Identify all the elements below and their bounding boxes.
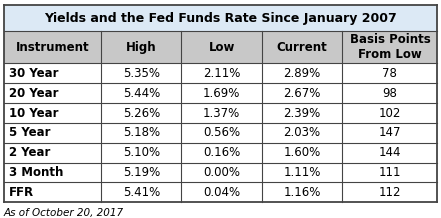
Bar	[262, 63, 342, 83]
Text: 3 Month: 3 Month	[9, 166, 63, 179]
Text: 2.67%: 2.67%	[284, 87, 321, 100]
Bar	[101, 83, 182, 103]
Text: 5.19%: 5.19%	[123, 166, 160, 179]
Bar	[101, 182, 182, 202]
Bar	[182, 163, 262, 182]
Bar	[4, 63, 101, 83]
Text: 147: 147	[379, 126, 401, 139]
Bar	[342, 143, 437, 163]
Text: 102: 102	[379, 107, 401, 119]
Bar	[101, 63, 182, 83]
Text: 1.37%: 1.37%	[203, 107, 240, 119]
Bar	[182, 123, 262, 143]
Bar	[4, 143, 101, 163]
Text: 2.11%: 2.11%	[203, 67, 240, 80]
Bar	[101, 123, 182, 143]
Text: 5.44%: 5.44%	[123, 87, 160, 100]
Text: 5.18%: 5.18%	[123, 126, 160, 139]
Text: 0.16%: 0.16%	[203, 146, 240, 159]
Bar	[4, 5, 437, 31]
Text: Current: Current	[277, 41, 328, 54]
Text: 10 Year: 10 Year	[9, 107, 58, 119]
Bar	[262, 103, 342, 123]
Text: 112: 112	[379, 186, 401, 199]
Bar	[262, 123, 342, 143]
Bar	[101, 31, 182, 63]
Bar	[262, 143, 342, 163]
Text: 0.56%: 0.56%	[203, 126, 240, 139]
Bar	[262, 83, 342, 103]
Bar	[182, 103, 262, 123]
Text: 30 Year: 30 Year	[9, 67, 58, 80]
Bar	[101, 103, 182, 123]
Text: 5.26%: 5.26%	[123, 107, 160, 119]
Text: 1.69%: 1.69%	[203, 87, 240, 100]
Bar	[182, 31, 262, 63]
Bar	[342, 182, 437, 202]
Text: 20 Year: 20 Year	[9, 87, 58, 100]
Text: 1.11%: 1.11%	[284, 166, 321, 179]
Bar	[342, 31, 437, 63]
Bar	[182, 182, 262, 202]
Text: 5.35%: 5.35%	[123, 67, 160, 80]
Bar	[182, 63, 262, 83]
Text: 5 Year: 5 Year	[9, 126, 50, 139]
Text: 78: 78	[382, 67, 397, 80]
Bar	[4, 182, 101, 202]
Text: 2 Year: 2 Year	[9, 146, 50, 159]
Text: 2.39%: 2.39%	[284, 107, 321, 119]
Bar	[342, 63, 437, 83]
Text: 144: 144	[379, 146, 401, 159]
Text: 98: 98	[382, 87, 397, 100]
Text: Instrument: Instrument	[15, 41, 89, 54]
Bar	[4, 31, 101, 63]
Text: Yields and the Fed Funds Rate Since January 2007: Yields and the Fed Funds Rate Since Janu…	[44, 12, 397, 25]
Text: 5.10%: 5.10%	[123, 146, 160, 159]
Text: Low: Low	[209, 41, 235, 54]
Bar	[342, 123, 437, 143]
Text: 2.03%: 2.03%	[284, 126, 321, 139]
Bar	[4, 163, 101, 182]
Bar	[101, 143, 182, 163]
Bar	[342, 163, 437, 182]
Bar	[182, 143, 262, 163]
Text: 0.00%: 0.00%	[203, 166, 240, 179]
Bar	[4, 123, 101, 143]
Bar	[101, 163, 182, 182]
Bar	[262, 163, 342, 182]
Bar	[182, 83, 262, 103]
Text: 0.04%: 0.04%	[203, 186, 240, 199]
Text: Basis Points
From Low: Basis Points From Low	[350, 33, 430, 61]
Bar	[262, 182, 342, 202]
Text: High: High	[126, 41, 157, 54]
Bar	[4, 103, 101, 123]
Bar	[4, 83, 101, 103]
Text: 111: 111	[379, 166, 401, 179]
Text: 2.89%: 2.89%	[284, 67, 321, 80]
Text: 1.16%: 1.16%	[284, 186, 321, 199]
Bar	[342, 103, 437, 123]
Text: As of October 20, 2017: As of October 20, 2017	[4, 208, 123, 218]
Text: FFR: FFR	[9, 186, 34, 199]
Bar	[262, 31, 342, 63]
Text: 5.41%: 5.41%	[123, 186, 160, 199]
Text: 1.60%: 1.60%	[284, 146, 321, 159]
Bar	[342, 83, 437, 103]
